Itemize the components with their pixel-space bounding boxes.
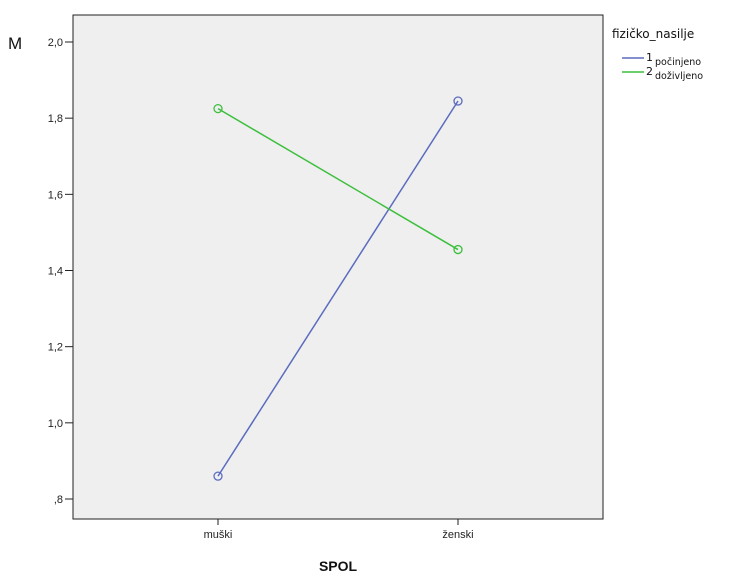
y-tick-label: 1,4	[48, 266, 63, 278]
series-point	[213, 103, 223, 114]
series-lines	[217, 100, 459, 477]
legend-number: 2	[646, 65, 653, 78]
y-axis-ticks: ,8 1,0 1,2 1,4 1,6 1,8 2,0	[48, 37, 73, 506]
series-point	[453, 244, 463, 255]
series-line-2	[217, 107, 459, 251]
y-tick-label: ,8	[54, 494, 63, 506]
y-axis-label: M	[8, 34, 22, 53]
legend-label: počinjeno	[655, 57, 701, 68]
x-tick-label: ženski	[442, 529, 473, 541]
legend-number: 1	[646, 51, 653, 64]
legend-title: fizičko_nasilje	[612, 27, 694, 41]
x-tick-label: muški	[204, 529, 233, 541]
plot-area	[72, 14, 604, 520]
series-line-1	[217, 100, 459, 477]
y-tick-label: 1,8	[48, 113, 63, 125]
y-tick-label: 1,2	[48, 342, 63, 354]
series-point	[453, 96, 463, 106]
series-point	[213, 471, 223, 481]
y-tick-label: 1,0	[48, 418, 63, 430]
y-tick-label: 2,0	[48, 37, 63, 49]
x-axis-ticks: muški ženski	[204, 519, 474, 541]
series-points	[213, 96, 463, 481]
x-axis-label: SPOL	[319, 558, 358, 574]
y-tick-label: 1,6	[48, 189, 63, 201]
legend-label: doživljeno	[655, 71, 703, 82]
